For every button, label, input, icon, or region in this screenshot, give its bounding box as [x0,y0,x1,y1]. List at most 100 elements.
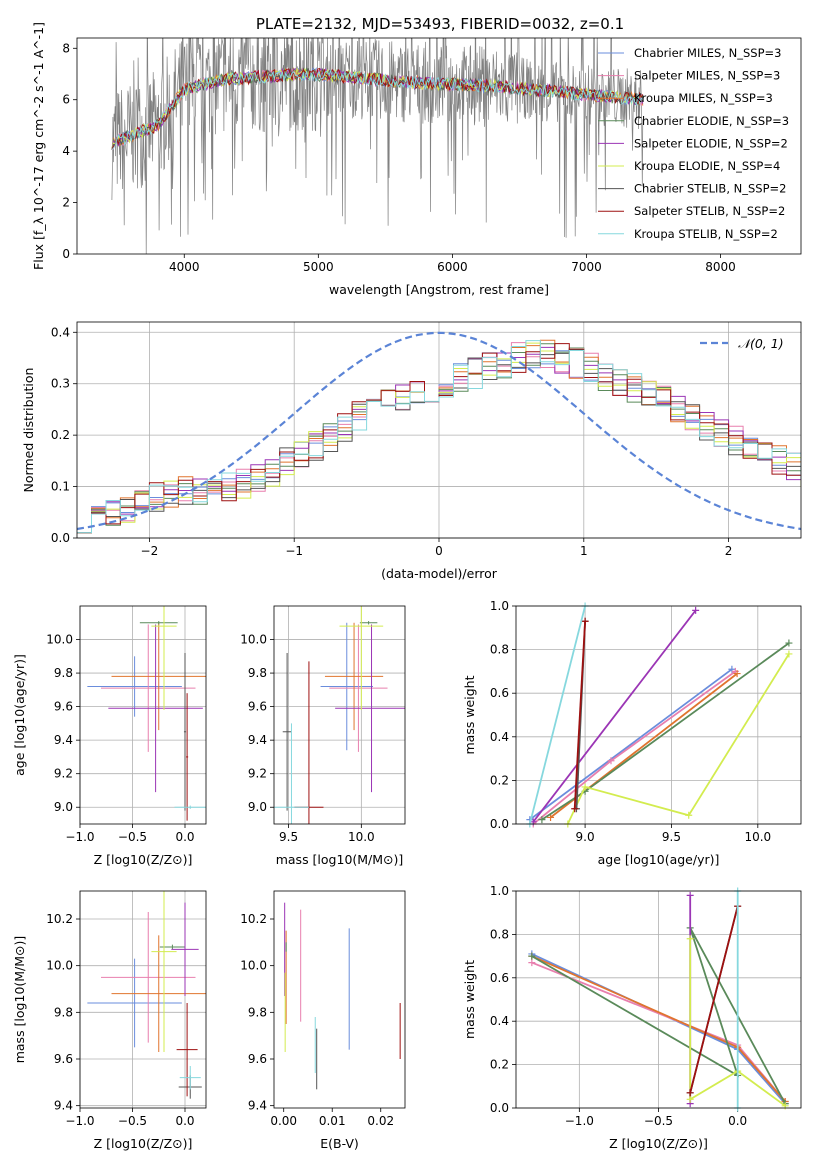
legend-label: Salpeter STELIB, N_SSP=2 [634,204,785,218]
weight-marker [692,606,700,614]
y-tick-label: 0.2 [490,773,509,787]
weight-line [528,606,586,824]
weight-marker [581,617,589,625]
y-tick-label: 0.4 [490,1014,509,1028]
y-tick-label: 10.0 [46,959,73,973]
y-tick-label: 0.6 [490,686,509,700]
model-spectrum-line [111,68,644,151]
y-tick-label: 0.3 [51,377,70,391]
y-tick-label: 10.2 [46,912,73,926]
y-tick-label: 0.2 [490,1058,509,1072]
weight-line [689,905,739,1094]
legend-label: Chabrier MILES, N_SSP=3 [634,46,781,60]
y-tick-label: 1.0 [490,884,509,898]
y-tick-label: 9.4 [54,1099,73,1113]
x-tick-label: 0.00 [270,1114,297,1128]
y-tick-label: 9.6 [54,700,73,714]
legend-label: Kroupa MILES, N_SSP=3 [634,91,773,105]
axes-frame [515,890,802,1109]
legend-label: Salpeter ELODIE, N_SSP=2 [634,136,788,150]
weight-marker [686,1089,694,1097]
y-tick-label: 0.0 [490,817,509,831]
axes-frame [79,605,207,825]
y-tick-label: 9.6 [248,700,267,714]
x-tick-label: 9.0 [576,830,595,844]
x-tick-label: −2 [141,544,159,558]
age-vs-metallicity-panel: −1.0 −0.5 0.0 9.0 9.2 9.4 9.6 9.8 10.0 Z [log10(Z… [12,605,207,867]
y-tick-label: 0.1 [51,480,70,494]
normal-curve [77,331,801,531]
x-tick-label: 8000 [705,260,736,274]
age-vs-mass-panel: 9.5 10.0 9.0 9.2 9.4 9.6 9.8 10.0 mass [log10(M/… [240,605,406,867]
x-axis-label: wavelength [Angstrom, rest frame] [329,282,549,297]
weight-line [566,653,790,824]
weight-marker [528,959,536,967]
weight-marker [571,805,579,813]
y-axis-label: age [log10(age/yr)] [12,654,27,776]
y-tick-label: 0.0 [51,531,70,545]
x-tick-label: 9.5 [662,830,681,844]
y-tick-label: 10.2 [240,912,267,926]
legend-label: Chabrier STELIB, N_SSP=2 [634,182,786,196]
y-tick-label: 10.0 [240,959,267,973]
x-tick-label: −0.5 [118,1114,147,1128]
x-tick-label: 0 [435,544,443,558]
x-tick-label: −0.5 [644,1114,673,1128]
y-tick-label: 4 [62,144,70,158]
mass-vs-extinction-panel: 0.00 0.01 0.02 9.4 9.6 9.8 10.0 10.2 E(B-V) [240,890,406,1151]
legend-label: Kroupa STELIB, N_SSP=2 [634,227,778,241]
mass-weight-vs-metallicity-panel: −1.0 −0.5 0.0 0.0 0.2 0.4 0.6 0.8 1.0 Z [log10(Z/… [462,884,802,1151]
axes-frame [79,890,207,1109]
y-tick-label: 10.0 [46,633,73,647]
y-tick-label: 9.4 [248,733,267,747]
x-axis-label: (data-model)/error [381,566,498,581]
y-tick-label: 0.8 [490,643,509,657]
x-axis-label: Z [log10(Z/Z⊙)] [94,1136,193,1151]
histogram-step [77,340,801,534]
y-tick-label: 9.2 [54,767,73,781]
x-axis-label: Z [log10(Z/Z⊙)] [609,1136,708,1151]
y-tick-label: 0.4 [490,730,509,744]
axes-frame [76,37,802,255]
x-tick-label: −1.0 [65,830,94,844]
histogram-step [77,349,801,534]
y-axis-label: mass weight [462,960,477,1039]
weight-marker [686,935,694,943]
y-tick-label: 0.0 [490,1101,509,1115]
x-tick-label: −1.0 [65,1114,94,1128]
weight-marker [733,670,741,678]
weight-marker [785,639,793,647]
y-axis-label: Flux [f_λ 10^-17 erg cm^-2 s^-1 A^-1] [31,22,46,270]
axes-frame [76,321,802,539]
x-axis-label: mass [log10(M/M⊙)] [276,852,404,867]
weight-marker [607,757,615,765]
x-axis-label: E(B-V) [320,1136,359,1151]
x-tick-label: 0.01 [319,1114,346,1128]
x-tick-label: 6000 [437,260,468,274]
weight-marker [581,783,589,791]
weight-marker [785,650,793,658]
y-tick-label: 9.2 [248,767,267,781]
y-tick-label: 0.2 [51,428,70,442]
x-axis-label: Z [log10(Z/Z⊙)] [94,852,193,867]
x-tick-label: −1 [285,544,303,558]
y-axis-label: mass [log10(M/M⊙)] [12,936,27,1064]
x-tick-label: 1 [580,544,588,558]
y-tick-label: 0.6 [490,971,509,985]
y-tick-label: 9.8 [54,1005,73,1019]
spectrum-panel: 4000 5000 6000 7000 8000 0 2 4 6 8 wavelength [Ang… [31,22,802,297]
weight-marker [547,813,555,821]
weight-line [689,938,786,1107]
x-tick-label: 4000 [169,260,200,274]
y-tick-label: 1.0 [490,599,509,613]
mass-vs-metallicity-panel: −1.0 −0.5 0.0 9.4 9.6 9.8 10.0 10.2 Z [log10(Z/Z… [12,890,207,1151]
y-tick-label: 6 [62,93,70,107]
weight-marker [538,816,546,824]
y-tick-label: 9.8 [248,666,267,680]
weight-marker [686,1095,694,1103]
x-tick-label: −1.0 [565,1114,594,1128]
axes-frame [273,605,406,825]
y-tick-label: 0 [62,247,70,261]
figure-title: PLATE=2132, MJD=53493, FIBERID=0032, z=0… [256,15,624,33]
